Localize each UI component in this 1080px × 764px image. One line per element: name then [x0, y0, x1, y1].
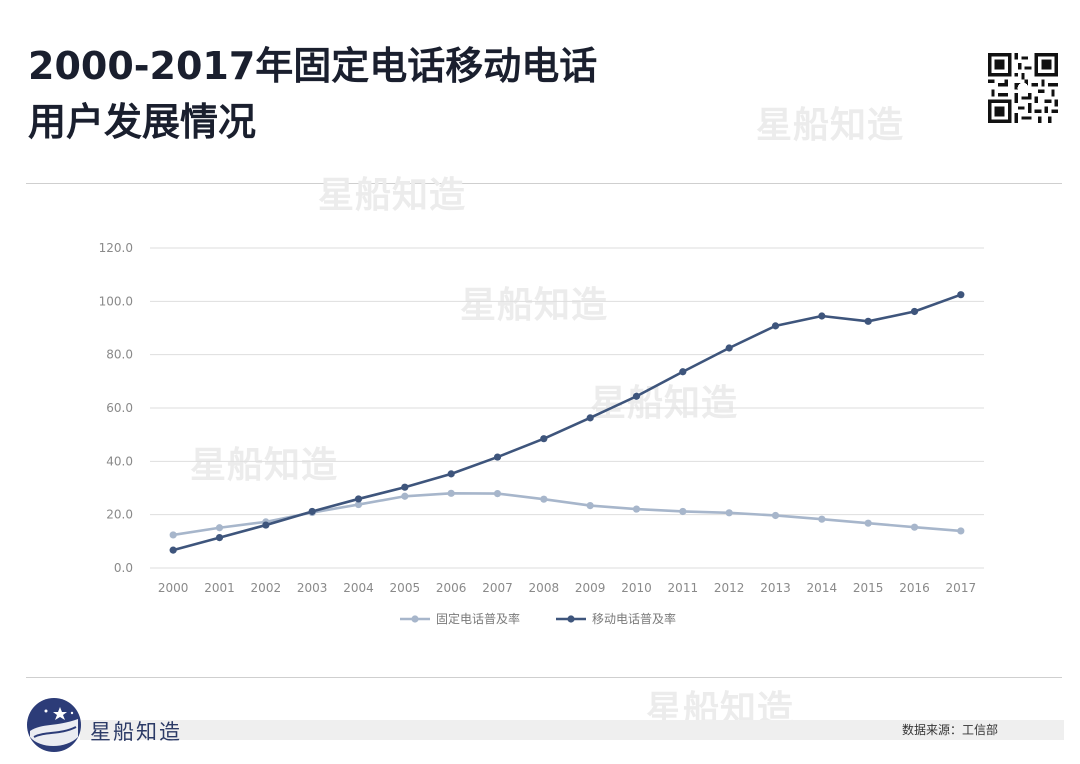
data-point	[910, 307, 919, 316]
data-point	[725, 509, 733, 517]
data-point	[447, 489, 455, 497]
logo-icon	[27, 698, 81, 752]
x-tick-label: 2012	[714, 581, 745, 595]
qr-code-icon	[988, 53, 1058, 123]
x-tick-label: 2016	[899, 581, 930, 595]
data-point	[910, 523, 919, 531]
x-tick-label: 2000	[158, 581, 189, 595]
bottom-divider	[26, 677, 1062, 678]
x-tick-label: 2010	[621, 581, 652, 595]
y-tick-label: 80.0	[106, 348, 133, 362]
x-tick-label: 2017	[946, 581, 977, 595]
y-tick-label: 40.0	[106, 454, 133, 468]
data-point	[864, 317, 872, 325]
data-point	[957, 527, 965, 535]
data-point	[679, 507, 687, 516]
title-line-1: 2000-2017年固定电话移动电话	[28, 44, 598, 88]
data-point	[169, 546, 177, 554]
data-point	[818, 515, 826, 523]
data-point	[679, 368, 687, 376]
x-tick-label: 2003	[297, 581, 328, 595]
brand-name: 星船知造	[90, 720, 182, 744]
y-tick-label: 120.0	[99, 241, 133, 255]
data-source: 数据来源：工信部	[902, 723, 999, 737]
data-point	[957, 291, 965, 299]
legend-label-2: 移动电话普及率	[592, 611, 676, 626]
x-tick-label: 2014	[807, 581, 838, 595]
data-point	[771, 322, 780, 330]
data-point	[447, 470, 455, 478]
chart-title: 2000-2017年固定电话移动电话 用户发展情况	[28, 38, 597, 150]
x-tick-label: 2008	[529, 581, 560, 595]
data-point	[401, 483, 409, 491]
y-tick-label: 60.0	[106, 401, 133, 415]
x-tick-label: 2002	[251, 581, 282, 595]
data-point	[725, 344, 733, 352]
title-line-2: 用户发展情况	[28, 100, 257, 144]
x-tick-label: 2006	[436, 581, 467, 595]
x-tick-label: 2011	[668, 581, 699, 595]
legend-marker-2	[567, 615, 575, 623]
data-point	[540, 435, 548, 443]
data-point	[308, 507, 316, 516]
series-line-1	[171, 492, 963, 537]
legend-marker-1	[411, 615, 419, 623]
footer-bar	[80, 720, 1064, 740]
data-point	[632, 392, 641, 400]
y-tick-label: 100.0	[99, 294, 133, 308]
data-point	[586, 414, 594, 422]
data-point	[401, 492, 409, 500]
data-point	[354, 495, 363, 503]
data-point	[215, 534, 224, 542]
top-divider	[26, 183, 1062, 184]
x-tick-label: 2007	[482, 581, 513, 595]
x-tick-label: 2009	[575, 581, 606, 595]
data-point	[818, 312, 826, 320]
x-tick-label: 2013	[760, 581, 791, 595]
series-line-2	[171, 293, 963, 552]
y-tick-label: 0.0	[114, 561, 133, 575]
x-tick-label: 2004	[343, 581, 374, 595]
legend-label-1: 固定电话普及率	[436, 611, 520, 626]
data-point	[864, 519, 872, 527]
y-tick-label: 20.0	[106, 508, 133, 522]
x-tick-label: 2015	[853, 581, 884, 595]
data-point	[771, 511, 780, 520]
data-point	[493, 453, 502, 461]
data-point	[215, 524, 224, 532]
data-point	[586, 502, 594, 510]
data-point	[262, 521, 270, 529]
x-tick-label: 2005	[390, 581, 421, 595]
data-point	[354, 500, 363, 509]
data-point	[493, 490, 502, 498]
data-point	[540, 495, 548, 503]
data-point	[632, 505, 641, 513]
x-tick-label: 2001	[204, 581, 235, 595]
data-point	[169, 531, 177, 539]
